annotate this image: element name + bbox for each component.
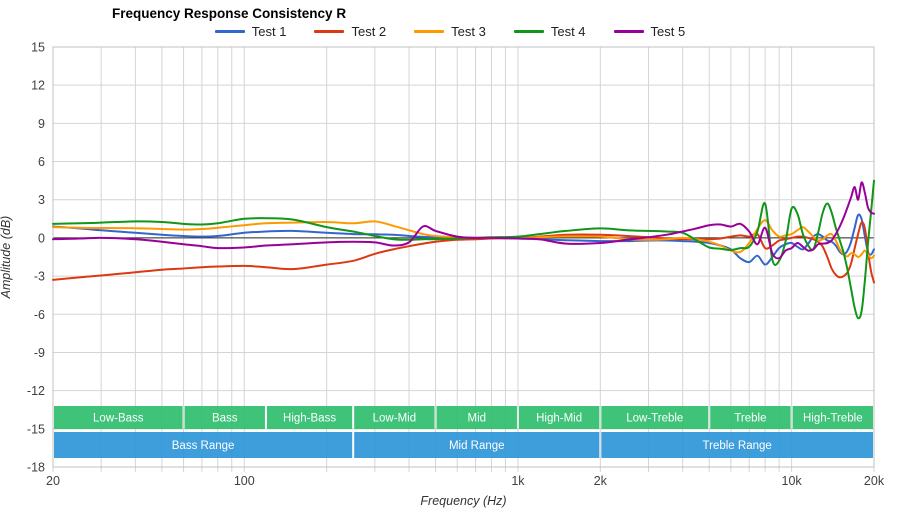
- chart-title: Frequency Response Consistency R: [112, 6, 347, 21]
- y-tick-label: 12: [31, 79, 45, 93]
- y-tick-label: 9: [38, 117, 45, 131]
- band-high-bass: [266, 406, 353, 429]
- x-tick-label: 2k: [594, 474, 608, 488]
- x-tick-label: 20: [46, 474, 60, 488]
- legend-swatch: [613, 30, 644, 33]
- legend-label: Test 3: [451, 24, 486, 39]
- band-treble: [710, 406, 791, 429]
- band-treble-label: Treble: [734, 413, 766, 425]
- band-low-bass: [54, 406, 183, 429]
- y-axis-title: Amplitude (dB): [0, 215, 13, 299]
- legend-item-test-4[interactable]: Test 4: [513, 24, 586, 39]
- band-high-treble: [792, 406, 873, 429]
- plot-border: [52, 46, 875, 468]
- band-high-mid: [518, 406, 600, 429]
- y-tick-label: 15: [31, 41, 45, 55]
- legend-swatch: [314, 30, 345, 33]
- y-tick-label: 6: [38, 155, 45, 169]
- band-mid-label: Mid: [467, 413, 486, 425]
- y-tick-label: -15: [27, 422, 45, 436]
- band-bass-range: [54, 432, 353, 458]
- band-high-treble-label: High-Treble: [803, 413, 863, 425]
- band-low-mid-label: Low-Mid: [373, 413, 416, 425]
- band-bass: [184, 406, 265, 429]
- band-bass-range-label: Bass Range: [172, 440, 235, 452]
- band-bass-label: Bass: [212, 413, 238, 425]
- legend-label: Test 4: [550, 24, 586, 39]
- band-treble-range-label: Treble Range: [703, 440, 772, 452]
- series-line-test-5: [52, 181, 875, 260]
- band-high-bass-label: High-Bass: [283, 413, 336, 425]
- band-treble-range: [601, 432, 873, 458]
- y-tick-label: -18: [27, 461, 45, 475]
- band-high-mid-label: High-Mid: [536, 413, 582, 425]
- legend-item-test-1[interactable]: Test 1: [214, 24, 287, 39]
- series-line-test-1: [52, 213, 875, 266]
- band-mid-range-label: Mid Range: [449, 440, 505, 452]
- series-line-test-2: [52, 221, 875, 284]
- y-tick-label: -9: [34, 346, 45, 360]
- band-low-bass-label: Low-Bass: [93, 413, 144, 425]
- x-axis-title: Frequency (Hz): [420, 494, 507, 508]
- y-tick-label: -12: [27, 384, 45, 398]
- y-tick-label: 0: [38, 231, 45, 245]
- legend-swatch: [214, 30, 245, 33]
- legend-label: Test 5: [650, 24, 686, 39]
- legend-label: Test 1: [251, 24, 287, 39]
- legend-swatch: [414, 30, 445, 33]
- y-tick-label: 3: [38, 193, 45, 207]
- x-tick-label: 20k: [864, 474, 885, 488]
- band-low-treble-label: Low-Treble: [626, 413, 683, 425]
- y-tick-label: -6: [34, 308, 45, 322]
- legend-item-test-3[interactable]: Test 3: [414, 24, 486, 39]
- x-tick-label: 100: [234, 474, 255, 488]
- legend: Test 1 Test 2 Test 3 Test 4 Test 5: [0, 24, 900, 39]
- legend-item-test-2[interactable]: Test 2: [314, 24, 386, 39]
- series-line-test-3: [52, 219, 875, 260]
- x-tick-label: 10k: [782, 474, 803, 488]
- band-mid-range: [354, 432, 600, 458]
- band-low-treble: [601, 406, 709, 429]
- x-tick-label: 1k: [511, 474, 525, 488]
- band-mid: [436, 406, 517, 429]
- series-line-test-4: [52, 179, 875, 320]
- legend-swatch: [513, 30, 544, 33]
- legend-item-test-5[interactable]: Test 5: [613, 24, 686, 39]
- band-low-mid: [354, 406, 435, 429]
- y-tick-label: -3: [34, 270, 45, 284]
- legend-label: Test 2: [351, 24, 387, 39]
